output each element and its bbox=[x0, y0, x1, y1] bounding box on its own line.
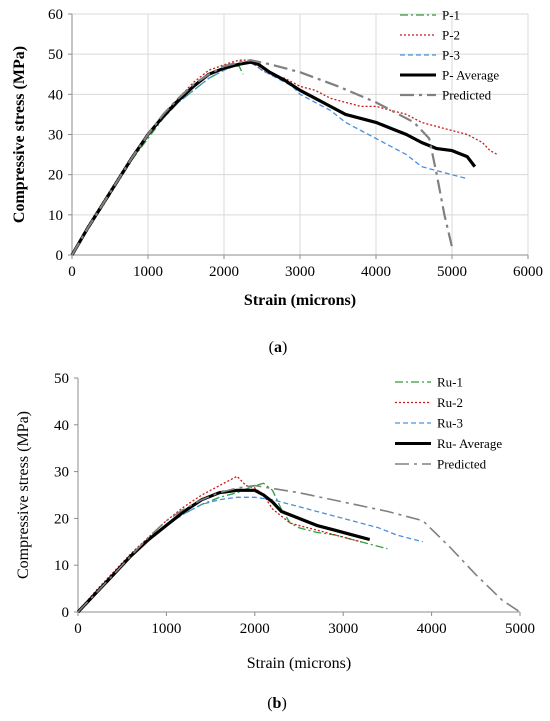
x-tick-label: 0 bbox=[74, 621, 82, 637]
series-line-5 bbox=[71, 59, 454, 256]
x-tick-label: 2000 bbox=[240, 621, 270, 637]
x-tick-label: 1000 bbox=[133, 264, 163, 280]
y-tick-label: 0 bbox=[62, 605, 70, 621]
x-tick-label: 0 bbox=[68, 264, 76, 280]
x-axis-title: Strain (microns) bbox=[244, 292, 356, 309]
legend-label: Ru- Average bbox=[437, 436, 502, 451]
legend-label: P-2 bbox=[442, 28, 460, 43]
series-line-5 bbox=[77, 484, 521, 613]
x-tick-label: 1000 bbox=[151, 621, 181, 637]
series-line-1 bbox=[77, 482, 388, 613]
legend-label: P-3 bbox=[442, 48, 460, 63]
x-tick-label: 5000 bbox=[437, 264, 467, 280]
y-tick-label: 10 bbox=[48, 208, 63, 224]
y-tick-label: 60 bbox=[48, 7, 63, 23]
x-tick-label: 3000 bbox=[285, 264, 315, 280]
y-tick-label: 30 bbox=[48, 128, 63, 144]
legend-label: Predicted bbox=[442, 88, 492, 103]
y-tick-label: 40 bbox=[48, 87, 63, 103]
series-line-2 bbox=[77, 475, 362, 613]
legend-label: P- Average bbox=[442, 68, 499, 83]
legend-label: Ru-3 bbox=[437, 416, 463, 431]
x-axis-title: Strain (microns) bbox=[247, 655, 351, 672]
chart-caption: (b) bbox=[267, 695, 287, 712]
legend-label: Predicted bbox=[437, 457, 487, 472]
legend-label: P-1 bbox=[442, 8, 460, 23]
y-tick-label: 10 bbox=[54, 558, 69, 574]
series-line-4 bbox=[76, 488, 371, 614]
y-axis-title: Compressive stress (MPa) bbox=[11, 46, 28, 223]
x-tick-label: 4000 bbox=[361, 264, 391, 280]
legend-label: Ru-2 bbox=[437, 395, 463, 410]
x-tick-label: 4000 bbox=[417, 621, 447, 637]
legend: Ru-1 Ru-2 Ru-3 Ru- Average Predicted bbox=[395, 375, 502, 472]
series-line-3 bbox=[77, 496, 423, 613]
series-line-4 bbox=[70, 60, 477, 256]
x-tick-label: 6000 bbox=[513, 264, 543, 280]
chart-caption: (a) bbox=[269, 339, 288, 356]
y-tick-label: 50 bbox=[54, 371, 69, 387]
series-line-2 bbox=[71, 59, 498, 256]
y-tick-label: 50 bbox=[48, 47, 63, 63]
x-tick-label: 3000 bbox=[328, 621, 358, 637]
legend-label: Ru-1 bbox=[437, 375, 463, 390]
chart-b: 0 1000 2000 3000 4000 5000 0 10 20 30 40 50 Strain (… bbox=[15, 371, 535, 712]
x-tick-label: 5000 bbox=[505, 621, 535, 637]
legend: P-1 P-2 P-3 P- Average Predicted bbox=[400, 8, 499, 103]
y-tick-label: 30 bbox=[54, 465, 69, 481]
x-tick-label: 2000 bbox=[209, 264, 239, 280]
y-tick-label: 20 bbox=[54, 511, 69, 527]
y-tick-label: 20 bbox=[48, 168, 63, 184]
y-tick-label: 0 bbox=[56, 248, 64, 264]
chart-a: 0 1000 2000 3000 4000 5000 6000 0 10 20 30 40 50 60 St… bbox=[11, 7, 543, 356]
y-axis-title: Compressive stress (MPa) bbox=[15, 411, 32, 579]
y-tick-label: 40 bbox=[54, 418, 69, 434]
